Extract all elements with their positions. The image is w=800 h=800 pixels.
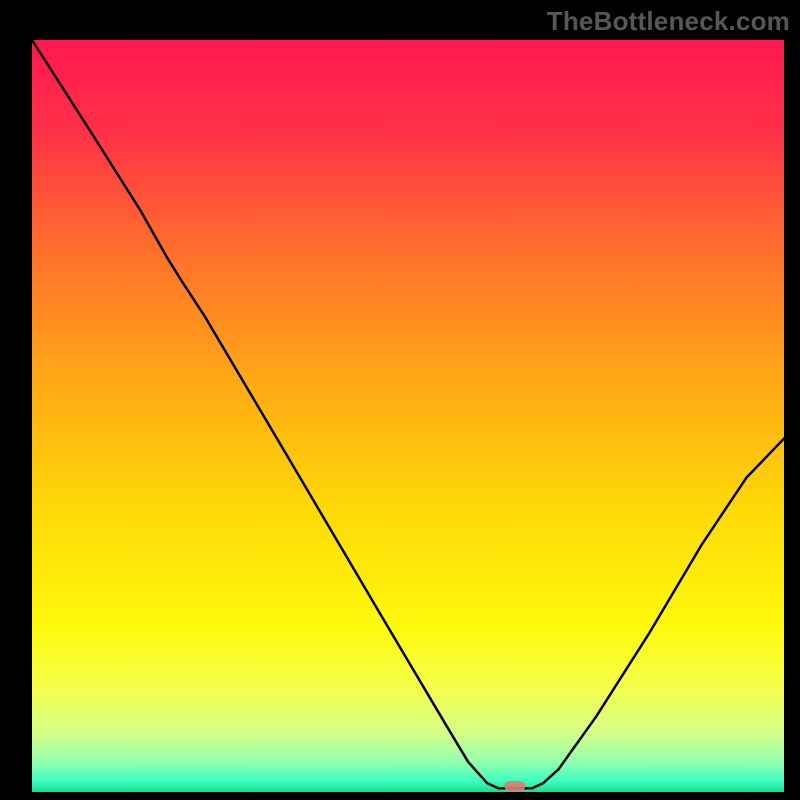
bottleneck-curve-chart	[0, 0, 800, 800]
chart-frame: TheBottleneck.com	[0, 0, 800, 800]
optimal-point-marker	[504, 781, 525, 791]
gradient-background	[32, 40, 784, 792]
